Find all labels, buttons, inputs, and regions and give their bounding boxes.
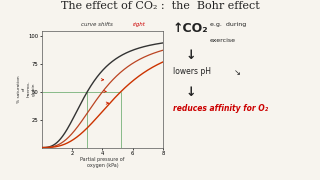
Text: lowers pH: lowers pH xyxy=(173,67,211,76)
Text: reduces affinity for O₂: reduces affinity for O₂ xyxy=(173,104,268,113)
Text: The effect of CO₂ :  the  Bohr effect: The effect of CO₂ : the Bohr effect xyxy=(60,1,260,11)
Text: ↘: ↘ xyxy=(234,68,241,77)
Text: curve shifts: curve shifts xyxy=(81,22,114,27)
X-axis label: Partial pressure of
oxygen (kPa): Partial pressure of oxygen (kPa) xyxy=(80,158,125,168)
Text: ↑CO₂: ↑CO₂ xyxy=(173,22,208,35)
Text: right: right xyxy=(133,22,146,27)
Text: ↓: ↓ xyxy=(186,49,196,62)
Text: ↓: ↓ xyxy=(186,86,196,99)
Text: e.g.  during: e.g. during xyxy=(210,22,246,27)
Text: exercise: exercise xyxy=(210,38,236,43)
Y-axis label: % saturation
of
haemo-
globin: % saturation of haemo- globin xyxy=(17,75,36,103)
